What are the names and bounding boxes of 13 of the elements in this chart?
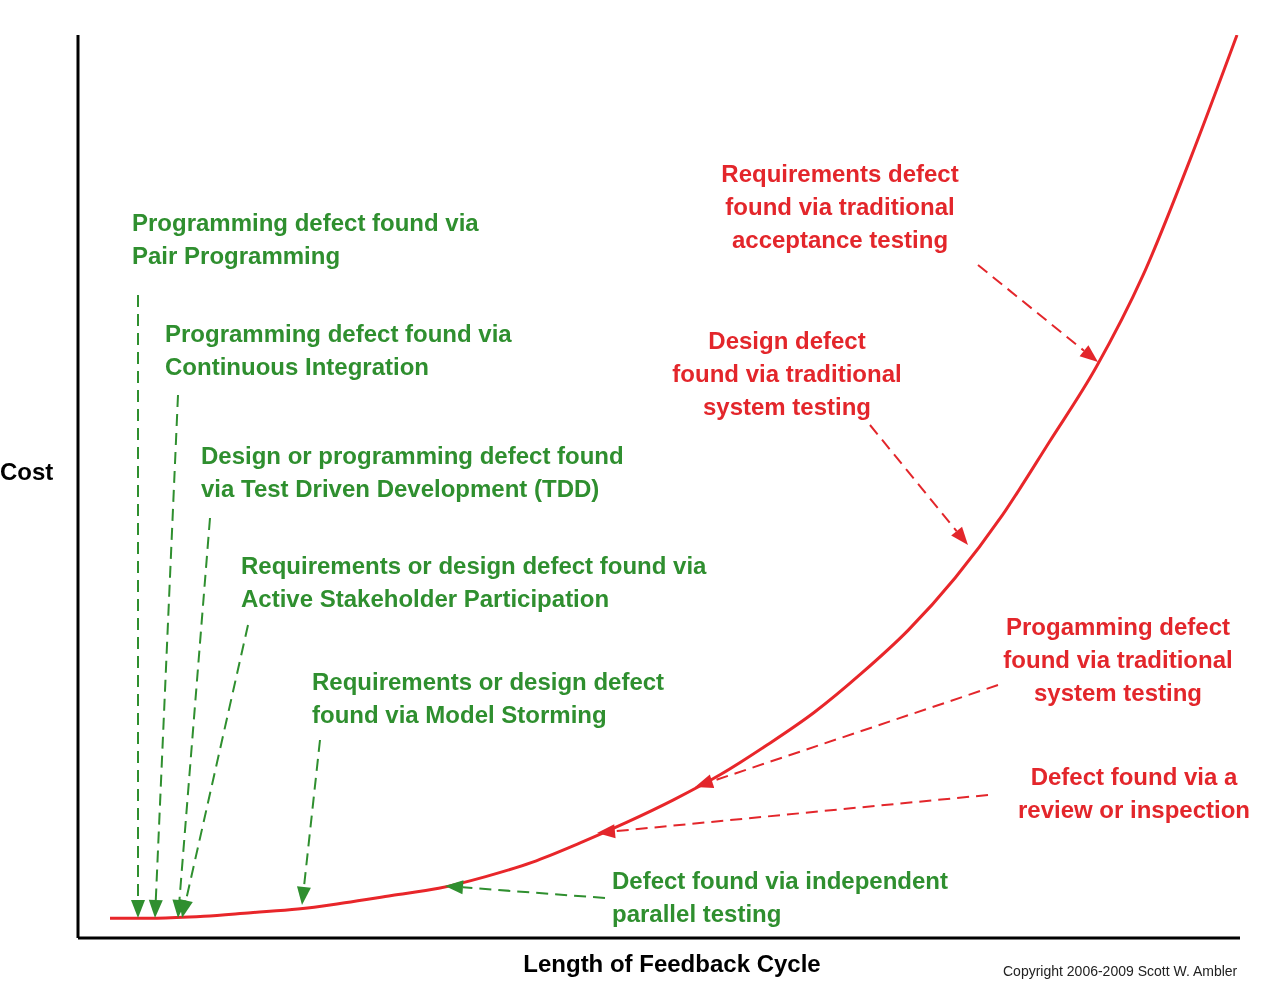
- y-axis-title: Cost: [0, 458, 54, 486]
- text: Copyright 2006-2009 Scott W. Ambler: [1003, 962, 1238, 980]
- annotation: Defect found via independent parallel testing: [612, 866, 949, 929]
- x-axis-title: Length of Feedback Cycle: [523, 950, 821, 978]
- annotation: Programming defect found via Pair Programming: [132, 208, 479, 271]
- annotation: Requirements defect found via traditional acceptance testing: [721, 159, 959, 255]
- annotation: Design defect found via traditional system testing: [672, 326, 902, 422]
- annotation: Requirements or design defect found via Active Stakeholder Participation: [241, 551, 707, 614]
- annotation: Design or programming defect found via Test Driven Development (TDD): [201, 441, 624, 504]
- annotation: Requirements or design defect found via Model Storming: [312, 667, 665, 730]
- annotation: Programming defect found via Continuous Integration: [165, 319, 512, 382]
- annotation: Defect found via a review or inspection: [1017, 762, 1251, 825]
- annotation: Progamming defect found via traditional system testing: [1003, 612, 1233, 708]
